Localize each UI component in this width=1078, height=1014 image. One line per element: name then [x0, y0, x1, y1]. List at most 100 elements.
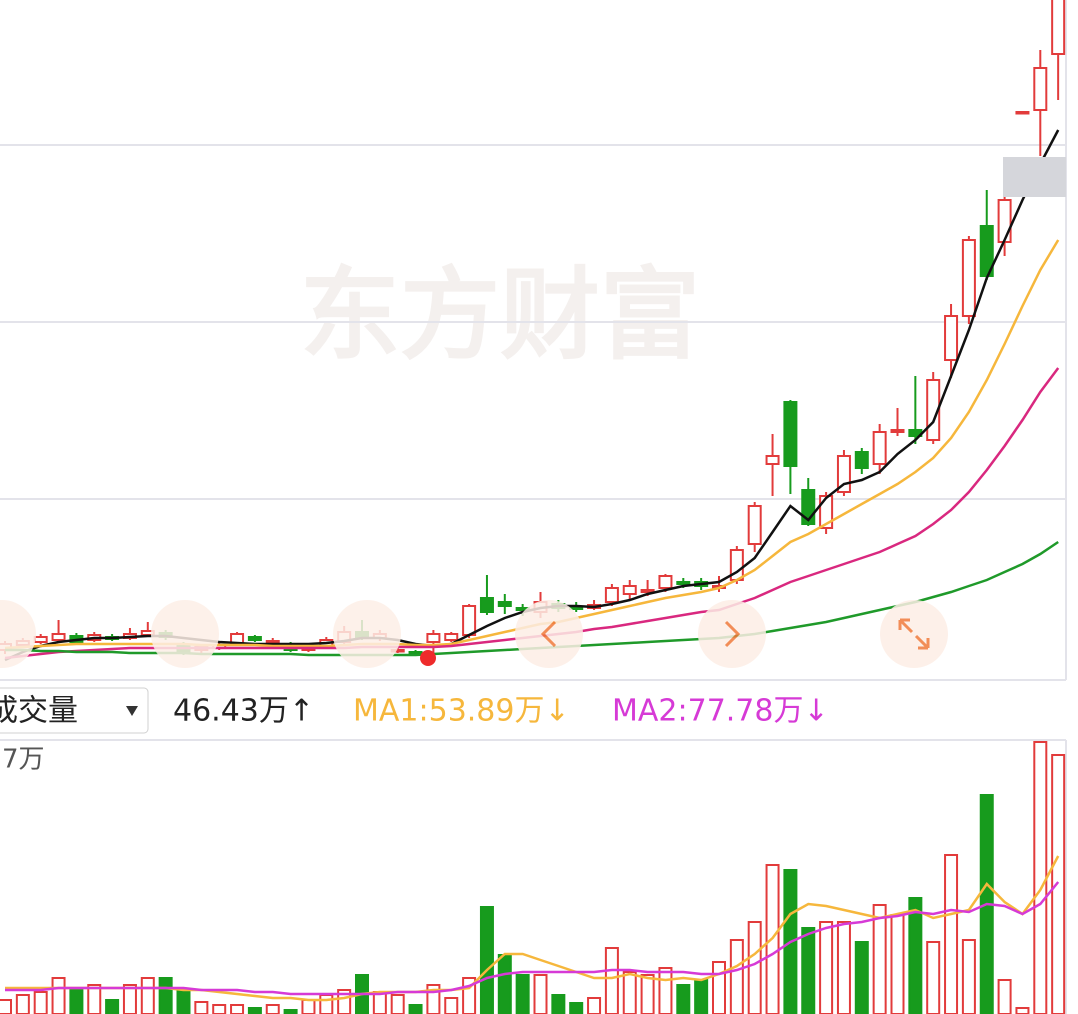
volume-bar: [1015, 1007, 1030, 1014]
volume-bar: [819, 921, 834, 1014]
volume-ma2: MA2:77.78万↓: [612, 694, 829, 729]
candle-body: [622, 585, 637, 595]
volume-bar: [533, 974, 548, 1014]
candle-body: [890, 429, 905, 433]
nav-button[interactable]: [698, 600, 766, 668]
zoom-icon: [898, 618, 930, 650]
candle-body: [997, 199, 1012, 243]
candle-body: [247, 636, 262, 641]
volume-bar: [890, 914, 905, 1014]
candle-body: [872, 431, 887, 465]
volume-bar: [408, 1004, 423, 1014]
candle-body: [783, 401, 798, 467]
volume-bar: [479, 906, 494, 1014]
volume-bar: [301, 999, 316, 1014]
candle-body: [961, 239, 976, 317]
volume-bar: [390, 994, 405, 1014]
dropdown-arrow: [126, 706, 138, 716]
candle-body: [819, 495, 834, 529]
volume-bar: [622, 971, 637, 1014]
volume-bar: [1033, 741, 1048, 1014]
candle-body: [854, 451, 869, 469]
volume-bar: [176, 989, 191, 1014]
volume-bar: [908, 897, 923, 1014]
candle-body: [33, 636, 48, 643]
volume-current: 46.43万↑: [173, 694, 314, 729]
candle-body: [944, 315, 959, 361]
candle-body: [747, 505, 762, 545]
volume-bar: [801, 927, 816, 1014]
right-arrow: [724, 620, 741, 648]
volume-bar: [15, 994, 30, 1014]
candle-body: [51, 633, 66, 641]
volume-ma1: MA1:53.89万↓: [353, 694, 570, 729]
volume-bar: [265, 1004, 280, 1014]
indicator-name: 成交量: [0, 694, 78, 729]
volume-panel: [0, 741, 1066, 1014]
volume-bar: [1051, 754, 1066, 1014]
volume-bar: [0, 999, 12, 1014]
volume-bar: [961, 939, 976, 1014]
price-marker: [1003, 157, 1066, 197]
volume-bar: [212, 1004, 227, 1014]
volume-bar: [230, 1004, 245, 1014]
candle-body: [658, 575, 673, 589]
volume-bar: [640, 974, 655, 1014]
volume-bar: [372, 991, 387, 1014]
volume-ma-line: [5, 881, 1060, 996]
volume-bar: [587, 997, 602, 1014]
nav-button[interactable]: [0, 600, 36, 668]
volume-bar: [836, 921, 851, 1014]
volume-bar: [604, 947, 619, 1014]
nav-button[interactable]: [515, 600, 583, 668]
volume-bar: [444, 997, 459, 1014]
candle-body: [479, 597, 494, 613]
volume-bar: [33, 991, 48, 1014]
volume-bar: [854, 941, 869, 1014]
watermark: 东方财富: [300, 256, 700, 373]
volume-bar: [872, 904, 887, 1014]
candle-body: [426, 633, 441, 643]
volume-bar: [944, 854, 959, 1014]
nav-buttons: [0, 600, 948, 668]
volume-bar: [283, 1009, 298, 1014]
candle-body: [765, 455, 780, 465]
volume-bar: [158, 977, 173, 1014]
candle-body: [1015, 111, 1030, 115]
candle-body: [462, 605, 477, 636]
volume-bar: [997, 979, 1012, 1014]
volume-bar: [105, 999, 120, 1014]
zoom-button[interactable]: [880, 600, 948, 668]
volume-bar: [69, 989, 84, 1014]
candle-body: [676, 581, 691, 585]
volume-bar: [319, 994, 334, 1014]
volume-bar: [337, 989, 352, 1014]
candle-body: [444, 633, 459, 641]
volume-bar: [515, 974, 530, 1014]
nav-button[interactable]: [333, 600, 401, 668]
volume-bar: [694, 979, 709, 1014]
candle-body: [640, 589, 655, 593]
volume-bar: [569, 1002, 584, 1014]
candle-body: [1033, 67, 1048, 111]
volume-bar: [729, 939, 744, 1014]
left-arrow: [540, 620, 557, 648]
candle-body: [1051, 0, 1066, 55]
volume-axis-label: 7万: [2, 745, 45, 775]
signal-dot: [420, 650, 436, 666]
volume-bar: [712, 961, 726, 1014]
volume-bar: [194, 1001, 209, 1014]
volume-bar: [51, 977, 66, 1014]
volume-bar: [926, 941, 941, 1014]
candle-body: [497, 601, 512, 607]
volume-bar: [87, 984, 102, 1014]
nav-button[interactable]: [151, 600, 219, 668]
volume-bar: [497, 954, 512, 1014]
volume-bar: [747, 921, 762, 1014]
volume-bar: [676, 984, 691, 1014]
indicator-select[interactable]: [0, 687, 149, 734]
volume-bar: [122, 984, 137, 1014]
